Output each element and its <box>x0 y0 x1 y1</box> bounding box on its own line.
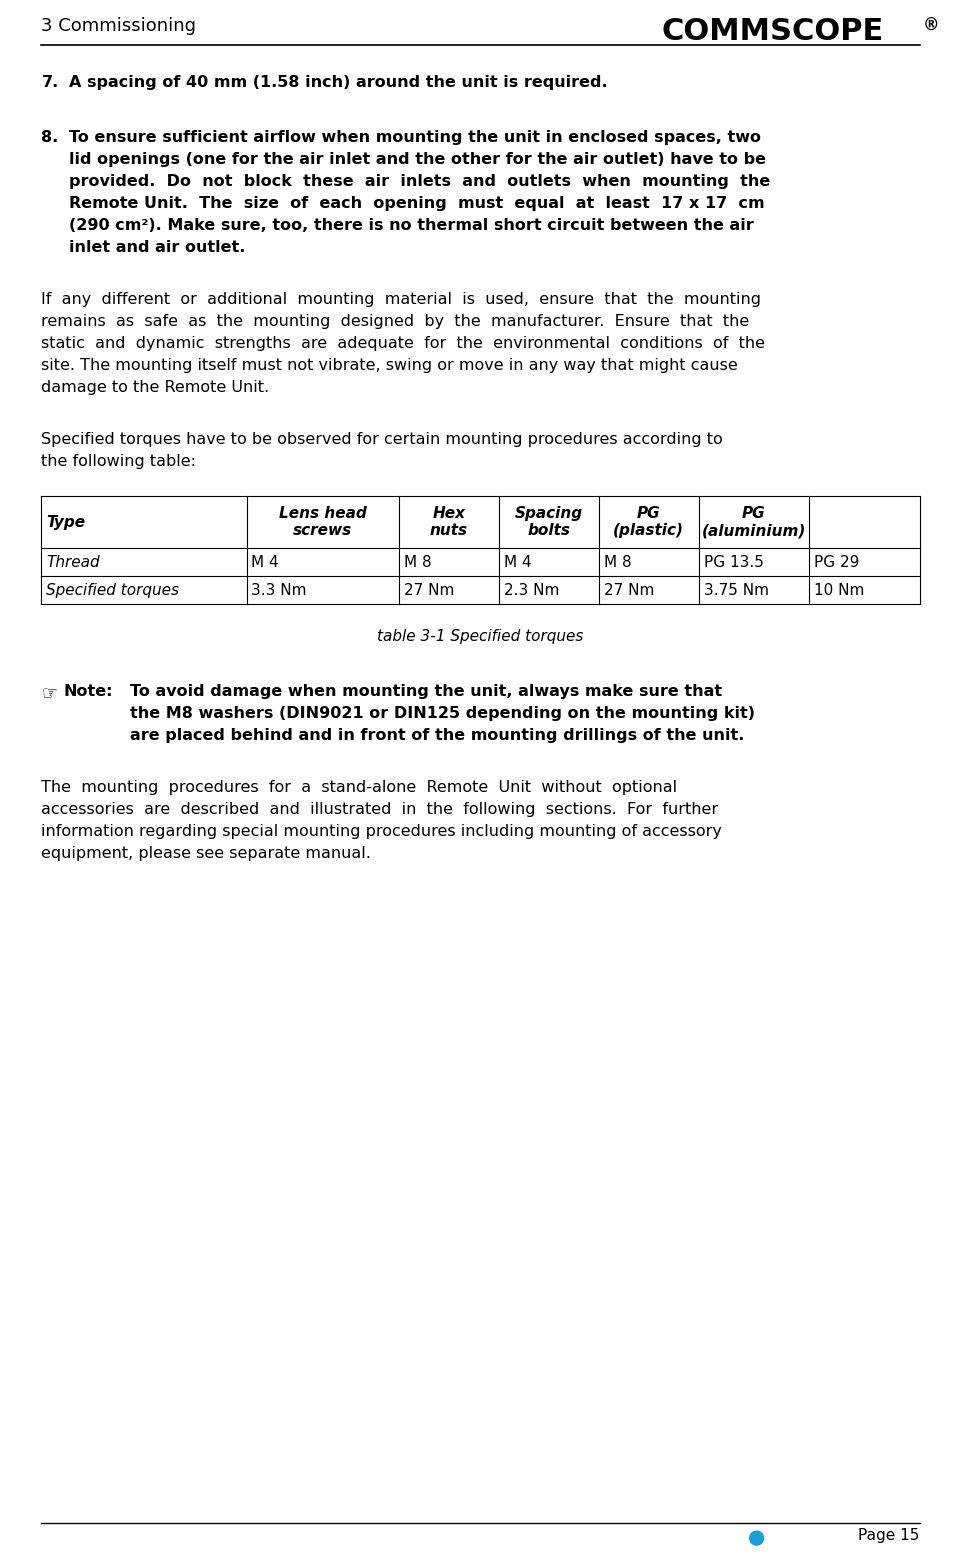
Text: remains  as  safe  as  the  mounting  designed  by  the  manufacturer.  Ensure  : remains as safe as the mounting designed… <box>41 315 750 329</box>
Text: M 4: M 4 <box>252 554 279 570</box>
Text: 8.: 8. <box>41 130 59 146</box>
Text: 7.: 7. <box>41 75 59 91</box>
Text: COMMSCOPE: COMMSCOPE <box>662 17 884 45</box>
Text: provided.  Do  not  block  these  air  inlets  and  outlets  when  mounting  the: provided. Do not block these air inlets … <box>69 174 771 189</box>
Text: ®: ® <box>923 17 939 34</box>
Text: PG 29: PG 29 <box>814 554 859 570</box>
Text: ☞: ☞ <box>41 684 58 703</box>
Text: 2.3 Nm: 2.3 Nm <box>504 582 559 598</box>
Text: A spacing of 40 mm (1.58 inch) around the unit is required.: A spacing of 40 mm (1.58 inch) around th… <box>69 75 607 91</box>
Text: Specified torques: Specified torques <box>46 582 180 598</box>
Text: (290 cm²). Make sure, too, there is no thermal short circuit between the air: (290 cm²). Make sure, too, there is no t… <box>69 218 753 233</box>
Text: Remote Unit.  The  size  of  each  opening  must  equal  at  least  17 x 17  cm: Remote Unit. The size of each opening mu… <box>69 196 765 211</box>
Text: If  any  different  or  additional  mounting  material  is  used,  ensure  that : If any different or additional mounting … <box>41 293 761 307</box>
Text: the following table:: the following table: <box>41 454 196 470</box>
Text: table 3-1 Specified torques: table 3-1 Specified torques <box>378 629 583 645</box>
Text: M 4: M 4 <box>504 554 531 570</box>
Text: equipment, please see separate manual.: equipment, please see separate manual. <box>41 847 371 861</box>
Text: M 8: M 8 <box>404 554 431 570</box>
Text: are placed behind and in front of the mounting drillings of the unit.: are placed behind and in front of the mo… <box>131 728 745 743</box>
Text: Specified torques have to be observed for certain mounting procedures according : Specified torques have to be observed fo… <box>41 432 724 448</box>
Text: 27 Nm: 27 Nm <box>604 582 654 598</box>
Text: The  mounting  procedures  for  a  stand-alone  Remote  Unit  without  optional: The mounting procedures for a stand-alon… <box>41 779 678 795</box>
Text: PG
(aluminium): PG (aluminium) <box>702 505 806 538</box>
Text: 10 Nm: 10 Nm <box>814 582 865 598</box>
Text: To avoid damage when mounting the unit, always make sure that: To avoid damage when mounting the unit, … <box>131 684 723 700</box>
Text: Page 15: Page 15 <box>858 1527 920 1543</box>
Text: 27 Nm: 27 Nm <box>404 582 455 598</box>
Text: accessories  are  described  and  illustrated  in  the  following  sections.  Fo: accessories are described and illustrate… <box>41 801 719 817</box>
Text: To ensure sufficient airflow when mounting the unit in enclosed spaces, two: To ensure sufficient airflow when mounti… <box>69 130 761 146</box>
Text: static  and  dynamic  strengths  are  adequate  for  the  environmental  conditi: static and dynamic strengths are adequat… <box>41 336 766 351</box>
Text: 3 Commissioning: 3 Commissioning <box>41 17 196 34</box>
Text: Thread: Thread <box>46 554 100 570</box>
Text: Note:: Note: <box>63 684 112 700</box>
Text: inlet and air outlet.: inlet and air outlet. <box>69 239 245 255</box>
Text: Hex
nuts: Hex nuts <box>430 505 468 538</box>
Text: site. The mounting itself must not vibrate, swing or move in any way that might : site. The mounting itself must not vibra… <box>41 358 738 372</box>
Text: PG
(plastic): PG (plastic) <box>613 505 684 538</box>
Text: Spacing
bolts: Spacing bolts <box>515 505 583 538</box>
Text: Lens head
screws: Lens head screws <box>279 505 367 538</box>
Text: lid openings (one for the air inlet and the other for the air outlet) have to be: lid openings (one for the air inlet and … <box>69 152 766 167</box>
Text: 3.3 Nm: 3.3 Nm <box>252 582 307 598</box>
Text: Type: Type <box>46 515 86 529</box>
Text: M 8: M 8 <box>604 554 631 570</box>
Text: damage to the Remote Unit.: damage to the Remote Unit. <box>41 380 270 394</box>
Circle shape <box>750 1531 764 1545</box>
Text: PG 13.5: PG 13.5 <box>703 554 764 570</box>
Text: information regarding special mounting procedures including mounting of accessor: information regarding special mounting p… <box>41 825 723 839</box>
Text: 3.75 Nm: 3.75 Nm <box>703 582 769 598</box>
Text: the M8 washers (DIN9021 or DIN125 depending on the mounting kit): the M8 washers (DIN9021 or DIN125 depend… <box>131 706 755 721</box>
